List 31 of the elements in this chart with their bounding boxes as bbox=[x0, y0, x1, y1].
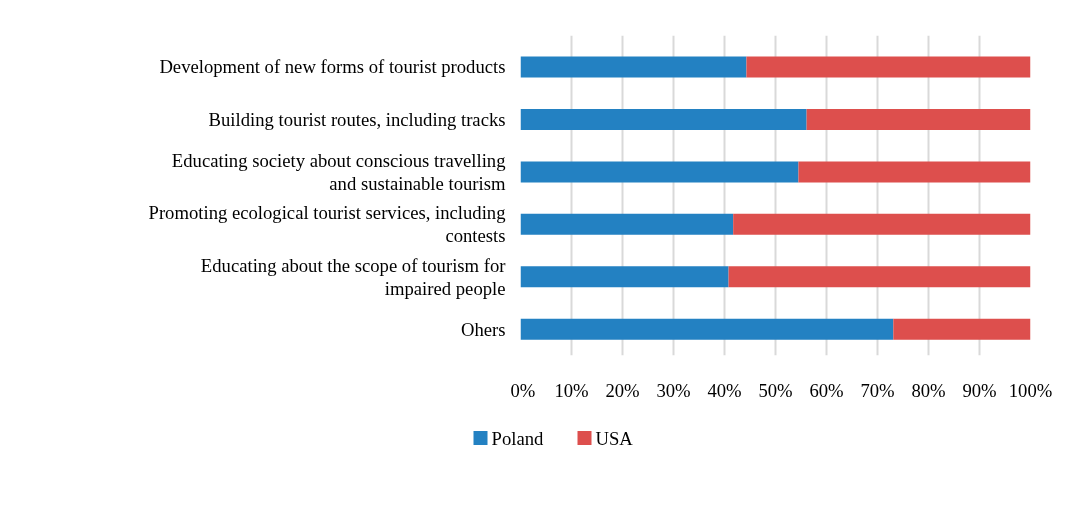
y-tick-label: Development of new forms of tourist products bbox=[159, 56, 506, 78]
bar bbox=[728, 266, 1031, 288]
x-tick-label: 60% bbox=[809, 379, 844, 401]
bar bbox=[520, 213, 734, 235]
x-tick-label: 40% bbox=[707, 379, 742, 401]
y-tick-label: Building tourist routes, including tracks bbox=[208, 108, 506, 130]
y-tick-label: Ohers bbox=[460, 318, 506, 340]
legend-label: Poland bbox=[491, 427, 544, 449]
bar bbox=[520, 161, 799, 183]
y-tick-label: Educating society about conscious travelling and sustainable tourism bbox=[171, 149, 506, 194]
bar bbox=[746, 56, 1031, 78]
bar bbox=[733, 213, 1031, 235]
bar bbox=[520, 318, 894, 340]
y-tick-label: Promoting ecological tourist services, including contests bbox=[148, 202, 506, 247]
x-tick-label: 90% bbox=[962, 379, 997, 401]
legend-label: USA bbox=[595, 427, 634, 449]
bar bbox=[520, 108, 807, 130]
x-tick-label: 100% bbox=[1008, 379, 1053, 401]
bar bbox=[520, 56, 747, 78]
x-tick-label: 30% bbox=[656, 379, 691, 401]
x-tick-label: 70% bbox=[860, 379, 895, 401]
y-tick-label: Educating about the scope of tourism for impaired people bbox=[200, 254, 507, 299]
x-tick-label: 10% bbox=[554, 379, 589, 401]
x-tick-label: 20% bbox=[605, 379, 640, 401]
x-tick-label: 0% bbox=[510, 379, 536, 401]
x-tick-label: 80% bbox=[911, 379, 946, 401]
bar bbox=[798, 161, 1031, 183]
bar bbox=[806, 108, 1031, 130]
bar bbox=[893, 318, 1031, 340]
x-tick-label: 50% bbox=[758, 379, 793, 401]
bar bbox=[520, 266, 729, 288]
